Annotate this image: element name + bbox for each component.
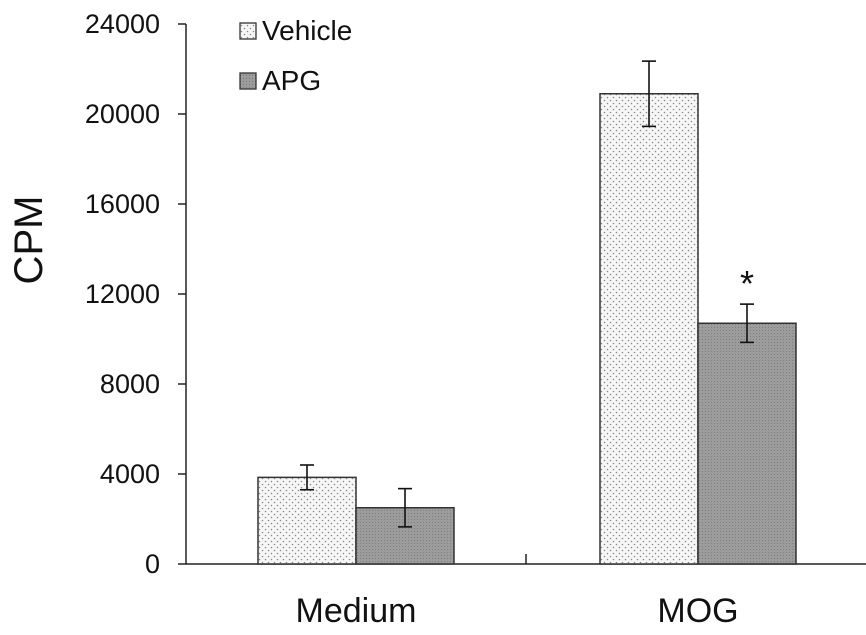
legend: Vehicle APG xyxy=(239,15,352,96)
y-tick-label: 20000 xyxy=(85,99,160,129)
y-tick-label: 8000 xyxy=(100,369,160,399)
legend-swatch-apg xyxy=(239,72,257,90)
significance-star: * xyxy=(740,263,754,304)
y-tick-label: 12000 xyxy=(85,279,160,309)
bar-apg-medium xyxy=(355,507,455,565)
bar-apg-mog xyxy=(697,322,797,565)
y-tick-label: 24000 xyxy=(85,9,160,39)
legend-label-vehicle: Vehicle xyxy=(262,15,352,46)
y-axis-label: CPM xyxy=(7,196,51,285)
legend-swatch-vehicle xyxy=(239,22,257,40)
x-tick-label-medium: Medium xyxy=(296,592,417,630)
legend-label-apg: APG xyxy=(262,65,321,96)
x-tick-label-mog: MOG xyxy=(657,592,738,630)
y-tick-label: 4000 xyxy=(100,459,160,489)
y-tick-label: 16000 xyxy=(85,189,160,219)
bar-vehicle-mog xyxy=(599,93,699,565)
y-tick-label: 0 xyxy=(145,549,160,579)
